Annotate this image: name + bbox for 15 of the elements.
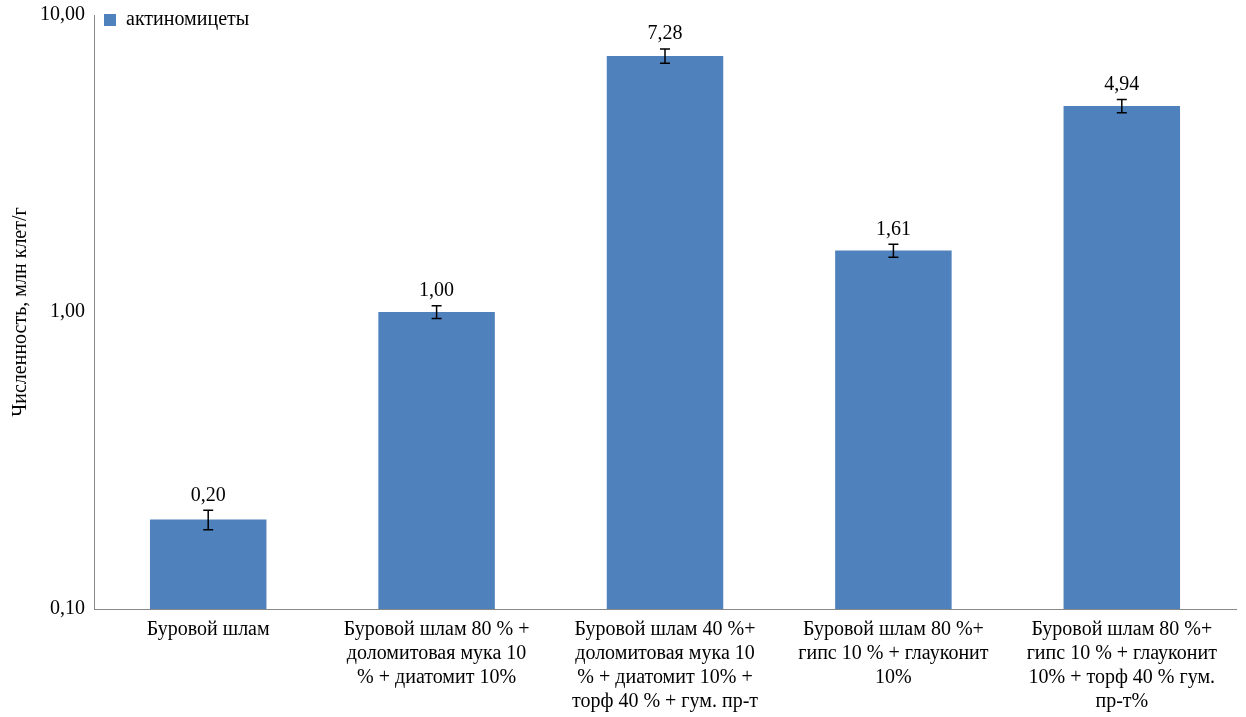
data-label: 0,20 [190,482,226,505]
data-label: 1,00 [419,277,455,300]
y-tick-label: 0,10 [50,596,85,619]
data-label: 4,94 [1104,71,1140,94]
y-tick-label: 10,00 [40,2,85,25]
x-tick-label: Буровой шлам 80 %+ гипс 10 % + глауконит 10% + торф 40 % гум. пр-т% [1026,617,1218,713]
legend-label: актиномицеты [126,7,250,31]
x-tick-label: Буровой шлам 80 %+ гипс 10 % + глауконит 10% [798,617,989,688]
x-tick-label: Буровой шлам 40 %+ доломитовая мука 10 % + диатомит 10% + торф 40 % + гум. пр-т [571,617,759,713]
y-tick-label: 1,00 [50,299,85,322]
x-tick-label: Буровой шлам [146,617,270,641]
y-axis-title: Численность, млн клет/г [8,207,31,417]
data-label: 1,61 [875,216,911,239]
data-label: 7,28 [647,21,683,44]
x-tick-label: Буровой шлам 80 % + доломитовая мука 10 % + диатомит 10% [343,617,530,689]
